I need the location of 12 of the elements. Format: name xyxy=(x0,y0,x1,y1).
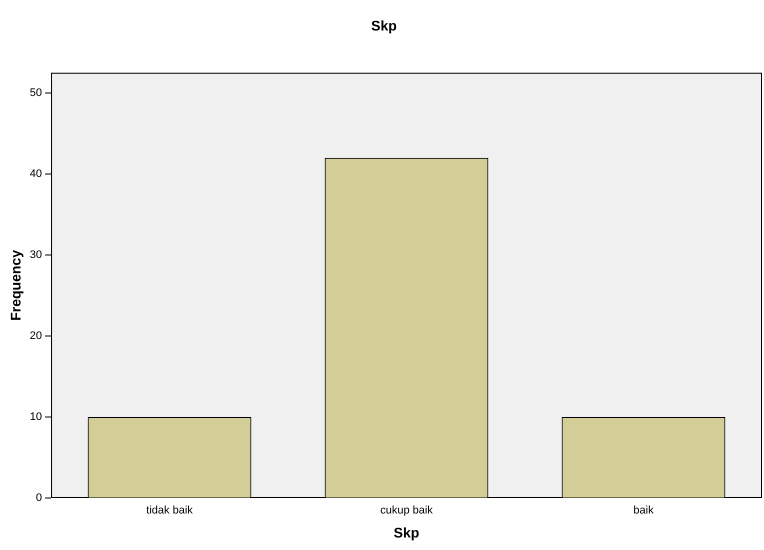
y-axis-title: Frequency xyxy=(7,250,24,321)
x-tick-label: tidak baik xyxy=(146,504,194,517)
x-axis-title: Skp xyxy=(394,524,420,540)
y-tick-label: 20 xyxy=(30,330,42,342)
x-tick-label: baik xyxy=(633,504,654,517)
chart-title: Skp xyxy=(371,17,397,34)
x-tick-label: cukup baik xyxy=(380,504,434,517)
y-tick-label: 10 xyxy=(30,411,42,424)
y-tick-label: 0 xyxy=(36,492,42,504)
y-tick-label: 50 xyxy=(30,87,42,100)
y-tick-label: 40 xyxy=(30,168,42,180)
y-tick-label: 30 xyxy=(30,249,42,262)
